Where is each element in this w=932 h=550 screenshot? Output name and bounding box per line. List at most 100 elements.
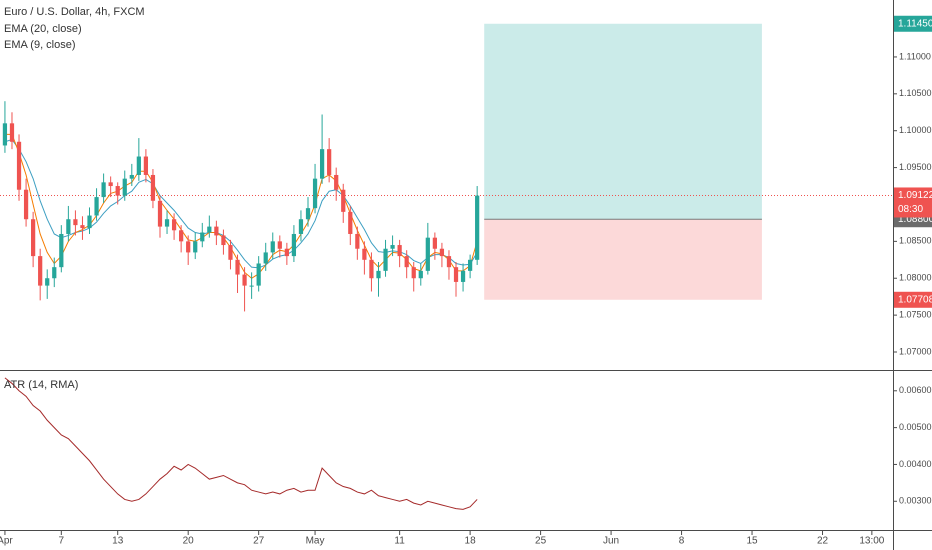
last-price-label-bg bbox=[894, 187, 932, 218]
x-tick-label: 18 bbox=[465, 536, 477, 547]
x-tick-label: 22 bbox=[817, 536, 829, 547]
last-price-label: 1.09122 bbox=[898, 190, 932, 201]
price-label: 1.07708 bbox=[898, 294, 932, 305]
candle-body bbox=[214, 226, 219, 236]
atr-line bbox=[4, 377, 478, 510]
candle-body bbox=[207, 226, 212, 233]
candle-body bbox=[263, 252, 268, 264]
candle-body bbox=[312, 178, 318, 209]
x-tick-label: 25 bbox=[535, 536, 547, 547]
candle-body bbox=[376, 270, 381, 279]
candle-body bbox=[256, 263, 261, 286]
candle-body bbox=[249, 285, 254, 287]
candle-body bbox=[397, 245, 402, 257]
candle-body bbox=[171, 219, 177, 231]
candle-body bbox=[439, 248, 445, 257]
candle-body bbox=[87, 215, 92, 229]
candle-body bbox=[164, 219, 170, 227]
x-tick-label: Apr bbox=[0, 536, 13, 547]
candle-body bbox=[453, 267, 459, 282]
y-tick-label: 0.00600 bbox=[899, 385, 932, 395]
candle-body bbox=[432, 237, 437, 249]
x-tick-label: 13 bbox=[112, 536, 124, 547]
x-tick-label: 13:00 bbox=[859, 536, 884, 547]
candle-body bbox=[94, 197, 99, 216]
candle-body bbox=[446, 256, 452, 268]
candle-body bbox=[122, 178, 127, 196]
candle-body bbox=[136, 156, 141, 175]
candle-body bbox=[327, 149, 332, 175]
candle-body bbox=[115, 186, 120, 196]
candle-body bbox=[383, 248, 388, 271]
candle-body bbox=[467, 259, 473, 271]
candle-body bbox=[355, 233, 360, 249]
x-tick-label: 8 bbox=[679, 536, 685, 547]
legend-entry: ATR (14, RMA) bbox=[4, 379, 78, 391]
candle-body bbox=[9, 123, 15, 142]
x-tick-label: Jun bbox=[603, 536, 619, 547]
legend-title: Euro / U.S. Dollar, 4h, FXCM bbox=[4, 6, 145, 18]
candle-body bbox=[66, 219, 71, 234]
candle-body bbox=[305, 208, 311, 220]
candle-body bbox=[425, 237, 430, 271]
candle-body bbox=[348, 211, 353, 234]
candle-body bbox=[129, 174, 134, 179]
candle-body bbox=[411, 267, 416, 279]
candle-body bbox=[369, 259, 374, 279]
candle-body bbox=[45, 278, 50, 286]
y-tick-label: 0.00500 bbox=[899, 422, 932, 432]
candle-body bbox=[475, 195, 480, 260]
price-label: 1.11450 bbox=[898, 18, 932, 29]
price-label-bg bbox=[894, 291, 932, 308]
candle-body bbox=[319, 149, 325, 179]
y-tick-label: 1.07000 bbox=[899, 346, 932, 356]
candle-body bbox=[242, 274, 247, 286]
candle-body bbox=[157, 200, 163, 227]
y-tick-label: 1.08500 bbox=[899, 236, 932, 246]
legend-entry: EMA (9, close) bbox=[4, 39, 76, 51]
position-profit-zone bbox=[484, 23, 762, 220]
y-tick-label: 1.11000 bbox=[899, 51, 931, 61]
y-tick-label: 0.00300 bbox=[899, 496, 932, 506]
candle-body bbox=[38, 256, 43, 286]
x-tick-label: 20 bbox=[183, 536, 195, 547]
x-tick-label: 27 bbox=[253, 536, 265, 547]
position-loss-zone bbox=[484, 219, 762, 300]
candle-body bbox=[362, 248, 367, 260]
x-tick-label: 7 bbox=[59, 536, 65, 547]
candle-body bbox=[291, 233, 297, 257]
y-tick-label: 1.10500 bbox=[899, 88, 932, 98]
candle-body bbox=[235, 259, 240, 275]
candle-body bbox=[23, 189, 29, 220]
y-tick-label: 1.10000 bbox=[899, 125, 932, 135]
candle-body bbox=[277, 241, 282, 249]
candle-body bbox=[460, 270, 466, 282]
candle-body bbox=[186, 241, 191, 253]
y-tick-label: 0.00400 bbox=[899, 459, 932, 469]
candle-body bbox=[31, 219, 36, 257]
price-label: 1.08800 bbox=[898, 214, 932, 225]
y-tick-label: 1.08000 bbox=[899, 273, 932, 283]
candle-body bbox=[150, 174, 156, 201]
candle-body bbox=[2, 123, 8, 146]
y-tick-label: 1.07500 bbox=[899, 309, 932, 319]
price-label-bg bbox=[894, 15, 932, 32]
candle-body bbox=[80, 225, 85, 229]
x-tick-label: May bbox=[306, 536, 325, 547]
candle-body bbox=[228, 245, 233, 260]
candle-body bbox=[298, 219, 304, 234]
candle-body bbox=[390, 245, 395, 249]
y-tick-label: 1.09500 bbox=[899, 162, 932, 172]
countdown-label: 08:30 bbox=[898, 204, 923, 215]
candle-body bbox=[143, 156, 149, 175]
candle-body bbox=[200, 232, 205, 242]
candle-body bbox=[341, 189, 346, 212]
candle-body bbox=[221, 235, 226, 246]
candle-body bbox=[270, 241, 275, 253]
x-tick-label: 15 bbox=[746, 536, 758, 547]
candle-body bbox=[284, 248, 289, 257]
candle-body bbox=[418, 270, 423, 279]
x-tick-label: 11 bbox=[394, 536, 405, 547]
